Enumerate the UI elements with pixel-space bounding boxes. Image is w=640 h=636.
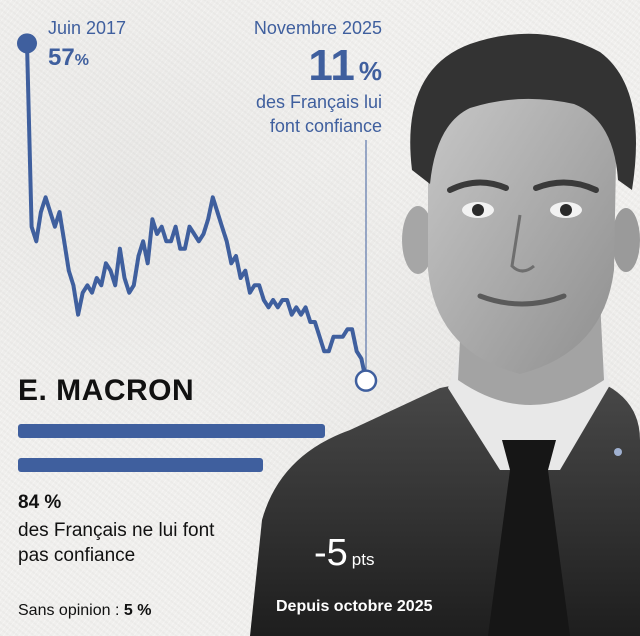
start-point: [17, 33, 37, 54]
no-confidence-value: 84 %: [18, 492, 62, 513]
delta-badge: -5 pts: [314, 532, 374, 575]
no-opinion: Sans opinion : 5 %: [18, 602, 151, 620]
end-date-label: Novembre 2025: [253, 18, 382, 38]
end-value: 11: [308, 41, 355, 90]
delta-unit: pts: [351, 550, 375, 569]
start-date-label: Juin 2017: [48, 18, 127, 38]
end-value-label: 11%: [308, 42, 382, 95]
no-confidence-text: des Français ne lui font pas confiance: [18, 520, 215, 566]
start-value: 57: [48, 44, 75, 71]
delta-since: Depuis octobre 2025: [276, 598, 433, 615]
person-name: E. MACRON: [18, 374, 195, 407]
series-line: [25, 41, 368, 383]
delta-value: -5: [314, 532, 348, 574]
no-opinion-label: Sans opinion :: [18, 602, 120, 619]
start-unit: %: [74, 52, 89, 69]
end-unit: %: [358, 56, 382, 86]
start-value-label: 57%: [48, 44, 89, 72]
end-description: des Français lui font confiance: [255, 92, 382, 136]
end-point: [354, 369, 378, 392]
decorative-bar-1: [18, 424, 325, 438]
decorative-bar-2: [18, 458, 263, 472]
no-opinion-value: 5 %: [123, 602, 152, 619]
